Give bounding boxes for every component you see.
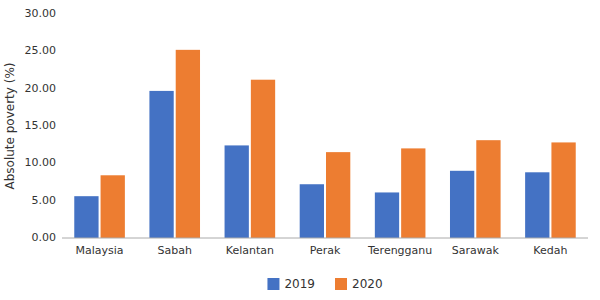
x-axis: Malaysia Sabah Kelantan Perak Terengganu Sara… [62,238,588,257]
bar [225,145,249,238]
bar [525,172,549,238]
bar [251,80,275,238]
x-tick-label: Terengganu [367,244,432,257]
legend-label: 2019 [284,277,315,291]
chart-svg: 0.00 5.00 10.00 15.00 20.00 25.00 30.00 Absolut… [0,0,600,300]
x-axis-line [62,238,588,239]
chart-container: 0.00 5.00 10.00 15.00 20.00 25.00 30.00 Absolut… [0,0,600,300]
bar [476,140,500,238]
legend-swatch [335,278,347,290]
bar [176,50,200,238]
y-axis-label: Absolute poverty (%) [3,62,17,189]
bar [101,175,125,238]
legend-swatch [267,278,279,290]
y-tick-label: 15.00 [25,119,57,132]
y-axis: 0.00 5.00 10.00 15.00 20.00 25.00 30.00 [25,7,57,244]
y-tick-label: 20.00 [25,82,57,95]
bar [450,171,474,238]
bar [551,142,575,238]
y-tick-label: 5.00 [32,194,57,207]
x-tick-label: Sabah [158,244,192,257]
x-tick-label: Kedah [533,244,567,257]
legend-item: 2019 [267,277,315,291]
bar [375,192,399,238]
x-tick-label: Kelantan [226,244,274,257]
x-tick-label: Perak [310,244,341,257]
bar [149,91,173,238]
bars [74,50,575,238]
y-tick-label: 30.00 [25,7,57,20]
y-tick-label: 10.00 [25,156,57,169]
legend-item: 2020 [335,277,383,291]
bar [401,148,425,238]
bar [74,196,98,238]
bar [326,152,350,238]
bar [300,184,324,238]
x-tick-label: Malaysia [76,244,124,257]
x-tick-label: Sarawak [452,244,500,257]
legend-label: 2020 [352,277,383,291]
y-tick-label: 0.00 [32,231,57,244]
y-tick-label: 25.00 [25,44,57,57]
legend: 2019 2020 [267,277,382,291]
